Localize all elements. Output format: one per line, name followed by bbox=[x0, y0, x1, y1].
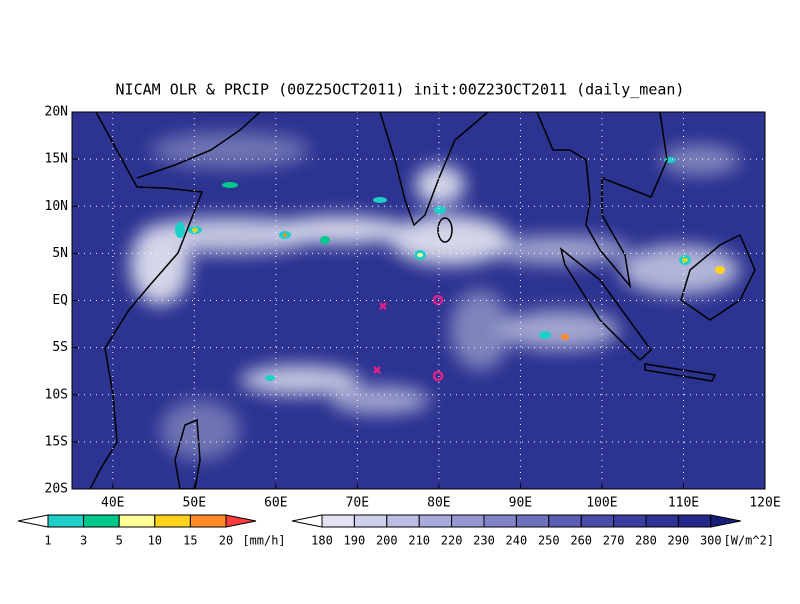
colorbar-box bbox=[548, 514, 582, 528]
lat-tick-label: EQ bbox=[52, 293, 68, 308]
coastlines bbox=[89, 112, 756, 489]
colorbar-box bbox=[83, 514, 120, 528]
colorbar-label: 260 bbox=[570, 534, 592, 548]
colorbar-label: 280 bbox=[635, 534, 657, 548]
lon-tick-label: 80E bbox=[427, 496, 450, 511]
lat-tick-label: 5N bbox=[52, 246, 68, 261]
colorbar-label: 1 bbox=[44, 534, 51, 548]
lat-tick-label: 15S bbox=[45, 434, 68, 449]
lat-tick-label: 15N bbox=[45, 152, 68, 167]
colorbar-box bbox=[580, 514, 615, 528]
lat-tick-label: 20S bbox=[45, 482, 68, 497]
colorbar-box bbox=[451, 514, 485, 528]
lat-tick-label: 5S bbox=[52, 340, 68, 355]
colorbar-box bbox=[418, 514, 453, 528]
colorbar-box bbox=[483, 514, 517, 528]
lat-tick-label: 10S bbox=[45, 387, 68, 402]
colorbar-box bbox=[515, 514, 550, 528]
colorbar-box bbox=[386, 514, 420, 528]
colorbar-box bbox=[645, 514, 679, 528]
colorbar-box bbox=[47, 514, 85, 528]
colorbar-label: 10 bbox=[148, 534, 162, 548]
lat-tick-label: 20N bbox=[45, 105, 68, 120]
colorbar-label: 240 bbox=[506, 534, 528, 548]
colorbar-box bbox=[677, 514, 712, 528]
colorbar-label: 220 bbox=[441, 534, 463, 548]
colorbar-label: 20 bbox=[219, 534, 233, 548]
colorbar-label: 290 bbox=[668, 534, 690, 548]
lon-tick-label: 60E bbox=[264, 496, 287, 511]
annotations: 20N 15N 10N 5N EQ 5S 10S 15S 20S 40E 50E 60E 70E 80E 9… bbox=[17, 105, 781, 548]
colorbar-label: 190 bbox=[344, 534, 366, 548]
colorbar-label: 200 bbox=[376, 534, 398, 548]
colorbar-label: 250 bbox=[538, 534, 560, 548]
title: NICAM OLR & PRCIP (00Z25OCT2011) init:00… bbox=[116, 81, 685, 99]
colorbar-box bbox=[118, 514, 156, 528]
lon-tick-label: 100E bbox=[586, 496, 617, 511]
colorbar-box bbox=[613, 514, 647, 528]
colorbar-box bbox=[321, 514, 355, 528]
colorbar-label: 180 bbox=[311, 534, 333, 548]
colorbar-box bbox=[154, 514, 191, 528]
colorbar-label: 210 bbox=[408, 534, 430, 548]
track-markers bbox=[373, 294, 444, 382]
colorbar-label: 15 bbox=[183, 534, 197, 548]
lat-tick-label: 10N bbox=[45, 199, 68, 214]
colorbar-label: 230 bbox=[473, 534, 495, 548]
lon-tick-label: 110E bbox=[668, 496, 699, 511]
lon-tick-label: 120E bbox=[749, 496, 780, 511]
lon-tick-label: 90E bbox=[509, 496, 532, 511]
colorbar-label: 270 bbox=[603, 534, 625, 548]
lon-tick-label: 40E bbox=[101, 496, 124, 511]
colorbar-box bbox=[353, 514, 388, 528]
colorbar-unit: [mm/h] bbox=[242, 534, 285, 548]
colorbar-unit: [W/m^2] bbox=[724, 534, 775, 548]
colorbar-label: 300 bbox=[700, 534, 722, 548]
colorbar-over bbox=[225, 514, 257, 528]
lon-tick-label: 70E bbox=[346, 496, 369, 511]
map-field bbox=[72, 112, 765, 489]
colorbar-label: 5 bbox=[116, 534, 123, 548]
colorbar-label: 3 bbox=[80, 534, 87, 548]
precip-cells bbox=[175, 157, 725, 381]
lon-tick-label: 50E bbox=[183, 496, 206, 511]
colorbar-box bbox=[189, 514, 227, 528]
colorbar-under bbox=[291, 514, 323, 528]
colorbar-over bbox=[710, 514, 741, 528]
colorbar-under bbox=[17, 514, 49, 528]
